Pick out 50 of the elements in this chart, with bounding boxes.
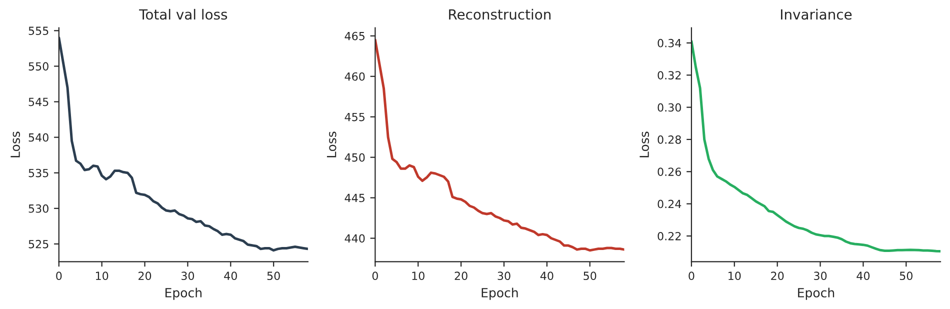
x-tick-label: 10: [728, 272, 741, 280]
y-tick-label: 545: [28, 98, 48, 106]
y-tick-label: 455: [344, 112, 364, 122]
y-tick-label: 550: [28, 62, 48, 71]
x-tick-label: 40: [856, 272, 870, 280]
y-tick-label: 460: [344, 72, 365, 81]
y-tick-label: 0.24: [658, 200, 682, 208]
y-tick-label: 530: [28, 204, 48, 213]
x-tick-label: 50: [900, 272, 912, 280]
x-tick-label: 10: [96, 272, 108, 280]
y-tick-label: 0.28: [658, 135, 681, 144]
x-tick-label: 30: [181, 272, 194, 280]
y-tick-label: 0.22: [658, 232, 681, 240]
x-tick-label: 20: [454, 272, 468, 280]
x-tick-label: 40: [540, 272, 554, 280]
x-tick-label: 20: [138, 272, 152, 280]
y-axis-title: Loss: [640, 132, 650, 158]
x-axis-title: Epoch: [798, 288, 834, 300]
x-tick-label: 0: [372, 272, 378, 280]
line-series: [58, 36, 308, 252]
x-tick-label: 50: [267, 272, 280, 280]
chart-title: Reconstruction: [449, 8, 550, 20]
y-tick-label: 0.32: [658, 71, 681, 80]
x-tick-label: 30: [814, 272, 827, 280]
chart-title: Invariance: [780, 8, 852, 20]
line-series: [375, 38, 624, 252]
x-tick-label: 50: [584, 272, 596, 280]
x-tick-label: 30: [498, 272, 510, 280]
y-tick-label: 0.26: [658, 168, 682, 176]
x-axis-title: Epoch: [482, 288, 518, 300]
y-tick-label: 540: [28, 133, 48, 142]
x-axis-title: Epoch: [166, 288, 202, 300]
x-tick-label: 10: [412, 272, 424, 280]
y-axis-title: Loss: [326, 132, 336, 158]
y-tick-label: 440: [344, 234, 365, 243]
y-tick-label: 535: [28, 168, 48, 178]
x-tick-label: 20: [771, 272, 784, 280]
y-tick-label: 450: [344, 153, 365, 162]
y-tick-label: 0.30: [658, 103, 681, 112]
y-axis-title: Loss: [10, 132, 20, 158]
y-tick-label: 555: [28, 26, 48, 36]
chart-title: Total val loss: [139, 8, 228, 20]
x-tick-label: 0: [688, 272, 694, 280]
y-tick-label: 465: [344, 32, 364, 40]
x-tick-label: 40: [224, 272, 237, 280]
y-tick-label: 0.34: [658, 38, 682, 48]
y-tick-label: 445: [344, 194, 364, 202]
y-tick-label: 525: [28, 240, 48, 248]
line-series: [691, 40, 940, 253]
x-tick-label: 0: [56, 272, 62, 280]
